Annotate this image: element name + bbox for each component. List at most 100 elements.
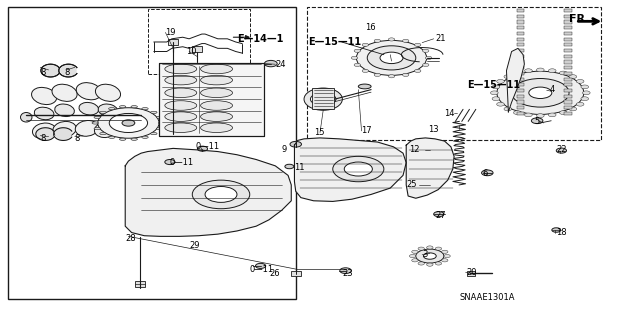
Ellipse shape (76, 83, 101, 100)
Ellipse shape (200, 88, 232, 98)
Circle shape (492, 97, 500, 100)
Circle shape (536, 114, 544, 118)
Circle shape (264, 60, 277, 67)
Text: 12: 12 (410, 145, 420, 154)
Text: 16: 16 (365, 23, 375, 32)
Circle shape (559, 111, 567, 115)
Bar (516, 32, 524, 35)
Ellipse shape (20, 113, 32, 122)
Bar (516, 83, 524, 86)
Ellipse shape (304, 88, 342, 110)
Bar (564, 26, 572, 29)
Bar (516, 49, 524, 52)
Text: 11: 11 (294, 163, 305, 172)
Circle shape (422, 49, 429, 52)
Circle shape (435, 262, 442, 265)
Circle shape (525, 69, 532, 73)
Circle shape (548, 113, 556, 117)
Circle shape (362, 69, 369, 72)
Text: 28: 28 (125, 234, 136, 243)
Ellipse shape (92, 122, 99, 124)
Circle shape (492, 85, 500, 89)
Circle shape (197, 146, 207, 151)
Ellipse shape (120, 106, 126, 108)
Polygon shape (294, 138, 406, 201)
Circle shape (98, 108, 159, 138)
Bar (564, 106, 572, 109)
Text: 19: 19 (166, 28, 176, 37)
Circle shape (412, 259, 418, 262)
Circle shape (380, 52, 403, 63)
Circle shape (536, 68, 544, 72)
Circle shape (412, 250, 418, 253)
Text: 0—11: 0—11 (170, 158, 194, 167)
Ellipse shape (131, 138, 138, 140)
Ellipse shape (60, 65, 77, 76)
Bar (168, 39, 178, 45)
Ellipse shape (165, 123, 196, 132)
Bar (516, 106, 524, 109)
Bar (516, 15, 524, 18)
Polygon shape (406, 138, 454, 198)
Polygon shape (125, 148, 291, 236)
Text: 22: 22 (556, 145, 567, 154)
Bar (564, 20, 572, 24)
Bar (192, 47, 202, 51)
Circle shape (356, 41, 427, 75)
Circle shape (442, 259, 448, 262)
Bar (8, 7, 296, 299)
Text: 6: 6 (483, 169, 488, 178)
Circle shape (531, 118, 543, 123)
Ellipse shape (200, 64, 232, 74)
Ellipse shape (131, 106, 138, 108)
Circle shape (205, 187, 237, 202)
Text: E—14—1: E—14—1 (237, 34, 284, 44)
Circle shape (504, 107, 511, 111)
Circle shape (354, 49, 360, 52)
Ellipse shape (142, 108, 148, 110)
Circle shape (511, 78, 569, 107)
Circle shape (435, 247, 442, 250)
Text: 27: 27 (435, 211, 445, 219)
Text: 13: 13 (429, 125, 439, 134)
Ellipse shape (200, 112, 232, 122)
Ellipse shape (98, 104, 118, 116)
Ellipse shape (53, 122, 76, 137)
Text: 21: 21 (435, 34, 445, 43)
Circle shape (481, 170, 493, 176)
Bar (516, 100, 524, 104)
Text: 29: 29 (189, 241, 200, 250)
Bar (564, 95, 572, 98)
Text: 3: 3 (422, 250, 428, 259)
Circle shape (285, 164, 294, 169)
Text: E—15—11: E—15—11 (308, 37, 362, 47)
Circle shape (403, 73, 409, 77)
Bar (564, 72, 572, 75)
Text: 25: 25 (406, 181, 417, 189)
Bar (516, 60, 524, 63)
Text: 17: 17 (362, 126, 372, 135)
Circle shape (351, 56, 358, 59)
Circle shape (548, 69, 556, 73)
Circle shape (415, 69, 421, 72)
Circle shape (367, 46, 416, 70)
Bar (564, 38, 572, 41)
Circle shape (310, 93, 336, 106)
Bar (564, 112, 572, 115)
Circle shape (374, 73, 381, 77)
Text: 15: 15 (314, 128, 324, 137)
Circle shape (552, 228, 561, 232)
Bar (564, 66, 572, 69)
Ellipse shape (100, 111, 106, 114)
Bar (159, 63, 264, 136)
Bar (564, 32, 572, 35)
Text: 0—11: 0—11 (195, 142, 220, 151)
Ellipse shape (165, 112, 196, 122)
Ellipse shape (76, 121, 99, 136)
Ellipse shape (35, 107, 54, 120)
Bar (564, 100, 572, 104)
Ellipse shape (358, 84, 371, 89)
Ellipse shape (200, 101, 232, 110)
Ellipse shape (109, 136, 115, 138)
Text: 26: 26 (269, 269, 280, 278)
